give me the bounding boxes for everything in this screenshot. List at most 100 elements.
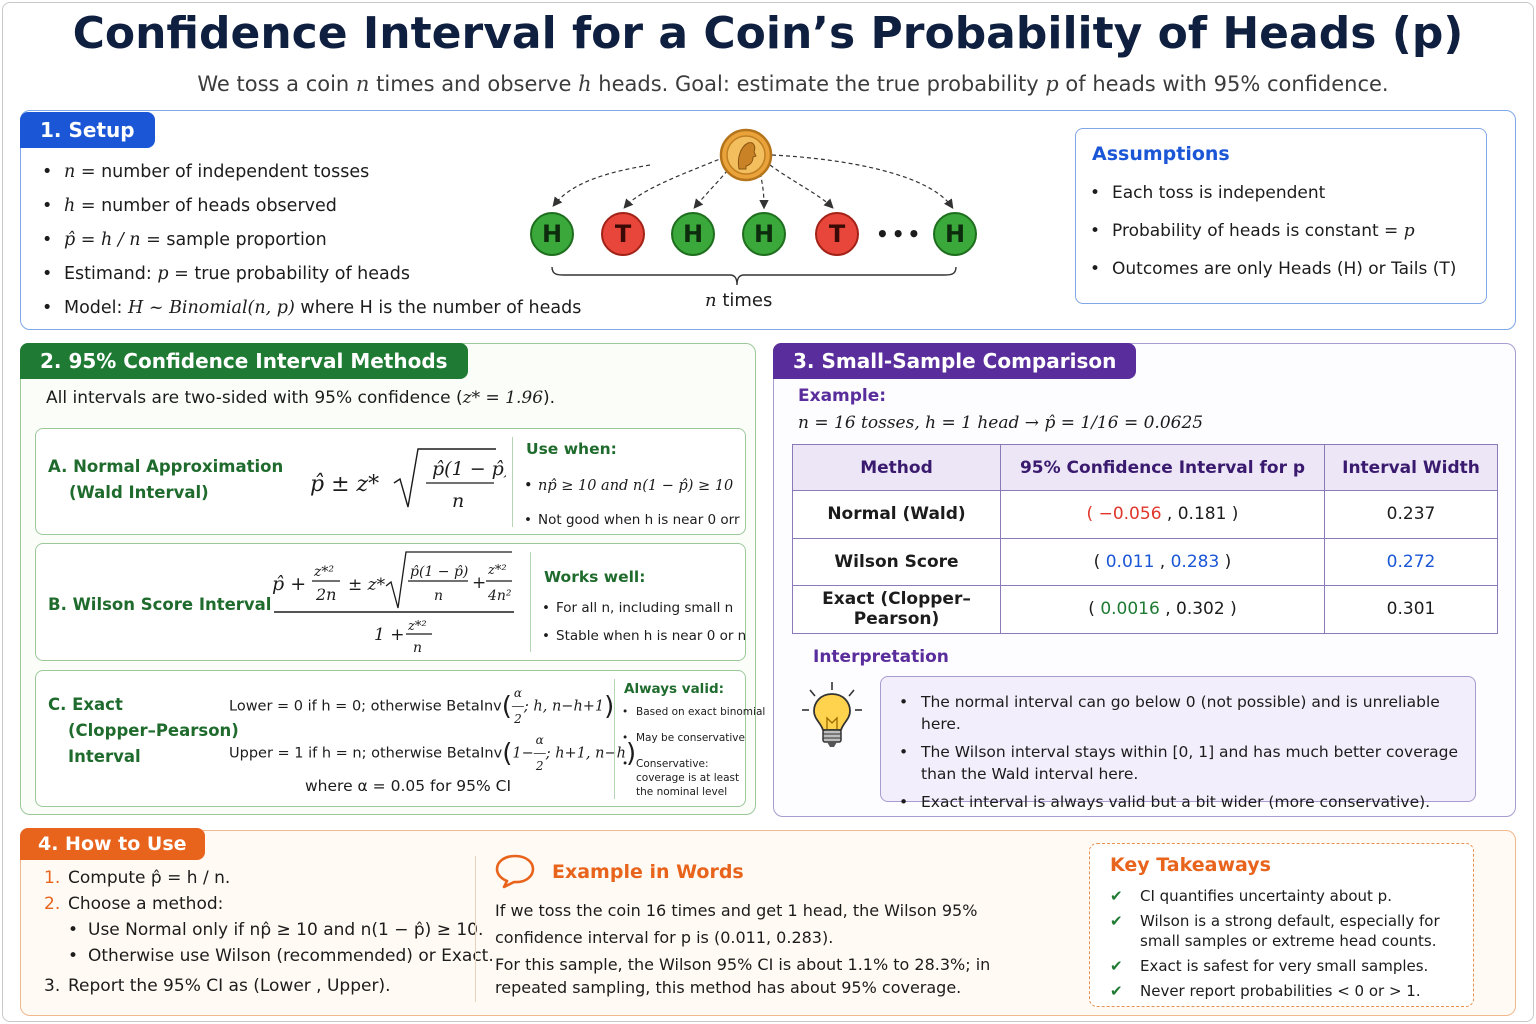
wilson-use-item: Stable when h is near 0 or n	[542, 622, 746, 650]
check-icon: ✔	[1110, 887, 1123, 905]
svg-text:± z*: ± z*	[348, 575, 386, 595]
svg-text:n: n	[413, 640, 422, 656]
header-method: Method	[792, 444, 1001, 491]
example-in-words-p1: If we toss the coin 16 times and get 1 h…	[495, 901, 978, 947]
row-width: 0.272	[1324, 537, 1498, 586]
wald-use-item: Not good when h is near 0 orr	[524, 503, 740, 537]
assumption-item: Outcomes are only Heads (H) or Tails (T)	[1090, 259, 1456, 297]
interpretation-label: Interpretation	[813, 647, 949, 667]
wald-use-list: np̂ ≥ 10 and n(1 − p̂) ≥ 10 Not good whe…	[524, 469, 740, 537]
row-method: Wilson Score	[792, 537, 1001, 586]
exact-use-head: Always valid:	[624, 681, 725, 697]
method-wilson-name: B. Wilson Score Interval	[48, 595, 272, 614]
toss-tails-1: T	[601, 212, 645, 256]
comparison-tag: 3. Small-Sample Comparison	[773, 343, 1137, 379]
wilson-use-head: Works well:	[544, 568, 646, 586]
exact-lower: Lower = 0 if h = 0; otherwise BetaInv(α ―…	[229, 686, 615, 726]
svg-text:2n: 2n	[315, 585, 336, 604]
coin-toss-diagram	[551, 128, 957, 286]
step-item: 1. Compute p̂ = h / n.	[44, 868, 231, 888]
example-in-words-p2: For this sample, the Wilson 95% CI is ab…	[495, 955, 991, 997]
exact-use-list: Based on exact binomial May be conservat…	[622, 705, 765, 799]
toss-heads-1: H	[530, 212, 574, 256]
svg-text:z*²: z*²	[407, 619, 427, 634]
step-subitem: Use Normal only if np̂ ≥ 10 and n(1 − p̂…	[68, 917, 494, 943]
setup-tag: 1. Setup	[20, 112, 155, 148]
step-item: 3. Report the 95% CI as (Lower , Upper).	[44, 976, 391, 996]
interpretation-item: Exact interval is always valid but a bit…	[899, 791, 1459, 813]
wilson-use-list: For all n, including small n Stable when…	[542, 594, 746, 650]
key-takeaways-list: ✔ CI quantifies uncertainty about p. ✔ Wil…	[1110, 886, 1460, 1006]
svg-text:+: +	[472, 573, 486, 593]
header-ci: 95% Confidence Interval for p	[1000, 444, 1325, 491]
coin-icon	[719, 128, 773, 182]
page-subtitle: We toss a coin n times and observe h hea…	[197, 72, 1389, 96]
svg-text:p̂ +: p̂ +	[272, 573, 306, 595]
toss-tails-2: T	[815, 212, 859, 256]
interpretation-list: The normal interval can go below 0 (not …	[899, 691, 1459, 819]
toss-heads-2: H	[671, 212, 715, 256]
lightbulb-icon	[802, 682, 862, 747]
setup-item: Estimand: p = true probability of heads	[42, 264, 581, 298]
exact-divider	[614, 679, 615, 799]
check-icon: ✔	[1110, 982, 1123, 1000]
table-header-row: Method 95% Confidence Interval for p Int…	[792, 444, 1498, 491]
wilson-formula: p̂ + z*² 2n ± z* p̂(1 − p̂) n + z*² 4n² …	[272, 551, 514, 656]
setup-item: n = number of independent tosses	[42, 162, 581, 196]
comparison-table: Method 95% Confidence Interval for p Int…	[792, 444, 1498, 634]
exact-upper: Upper = 1 if h = n; otherwise BetaInv(1−…	[229, 733, 637, 773]
svg-text:1 +: 1 +	[374, 625, 404, 645]
assumptions-box: Assumptions Each toss is independent Pro…	[1075, 128, 1487, 304]
assumptions-title: Assumptions	[1092, 143, 1230, 165]
step-item: 2. Choose a method:	[44, 894, 224, 914]
svg-text:4n²: 4n²	[487, 588, 512, 604]
key-takeaways-title: Key Takeaways	[1110, 854, 1271, 876]
method-exact-box: C. Exact (Clopper–Pearson) Interval Lowe…	[35, 670, 765, 807]
interpretation-item: The normal interval can go below 0 (not …	[899, 691, 1459, 735]
row-width: 0.237	[1324, 490, 1498, 539]
methods-tag: 2. 95% Confidence Interval Methods	[20, 343, 468, 379]
takeaway-item: ✔ Wilson is a strong default, especially …	[1110, 912, 1440, 950]
wald-use-item: np̂ ≥ 10 and n(1 − p̂) ≥ 10	[524, 469, 740, 503]
wald-formula: p̂ ± z* p̂(1 − p̂) n	[310, 448, 506, 512]
check-icon: ✔	[1110, 957, 1123, 975]
key-takeaways-box: Key Takeaways ✔ CI quantifies uncertainty…	[1089, 843, 1474, 1007]
how-to-use-tag: 4. How to Use	[20, 828, 205, 860]
svg-text:n: n	[434, 588, 443, 604]
toss-heads-3: H	[742, 212, 786, 256]
table-row: Exact (Clopper–Pearson) ( 0.0016 , 0.302…	[792, 585, 1498, 634]
n-times-label: n times	[705, 290, 773, 311]
method-wald-name: A. Normal Approximation (Wald Interval)	[48, 457, 284, 502]
method-exact-name: C. Exact (Clopper–Pearson) Interval	[48, 695, 239, 766]
assumption-item: Probability of heads is constant = p	[1090, 221, 1456, 259]
step-sublist: Use Normal only if np̂ ≥ 10 and n(1 − p̂…	[44, 917, 494, 969]
methods-intro: All intervals are two-sided with 95% con…	[46, 388, 556, 408]
example-label: Example:	[798, 386, 887, 406]
exact-use-item: Conservative: coverage is at least the n…	[622, 757, 744, 799]
assumptions-list: Each toss is independent Probability of …	[1090, 183, 1456, 297]
takeaway-item: ✔ Exact is safest for very small samples.	[1110, 957, 1429, 975]
n-times-brace	[551, 266, 957, 286]
wilson-divider	[530, 552, 531, 652]
svg-text:p̂(1 − p̂): p̂(1 − p̂)	[410, 564, 468, 580]
how-to-steps: 1. Compute p̂ = h / n. 2. Choose a method:…	[44, 865, 494, 999]
page-title: Confidence Interval for a Coin’s Probabi…	[72, 8, 1464, 59]
svg-text:z*²: z*²	[487, 563, 507, 578]
svg-text:z*²: z*²	[313, 564, 334, 580]
exact-where: where α = 0.05 for 95% CI	[305, 777, 512, 795]
speech-bubble-icon	[495, 854, 535, 889]
row-ci: ( 0.0016 , 0.302 )	[1000, 585, 1325, 634]
wald-use-head: Use when:	[526, 440, 617, 458]
wilson-use-item: For all n, including small n	[542, 594, 746, 622]
row-ci: ( −0.056 , 0.181 )	[1000, 490, 1325, 539]
method-wilson-box: B. Wilson Score Interval p̂ + z*² 2n ± z…	[35, 543, 746, 661]
exact-use-item: Based on exact binomial	[622, 705, 765, 719]
row-method: Normal (Wald)	[792, 490, 1001, 539]
interpretation-item: The Wilson interval stays within [0, 1] …	[899, 741, 1459, 785]
svg-text:n: n	[452, 490, 464, 512]
setup-item: h = number of heads observed	[42, 196, 581, 230]
check-icon: ✔	[1110, 912, 1123, 930]
takeaway-item: ✔ Never report probabilities < 0 or > 1.	[1110, 982, 1421, 1000]
row-width: 0.301	[1324, 585, 1498, 634]
